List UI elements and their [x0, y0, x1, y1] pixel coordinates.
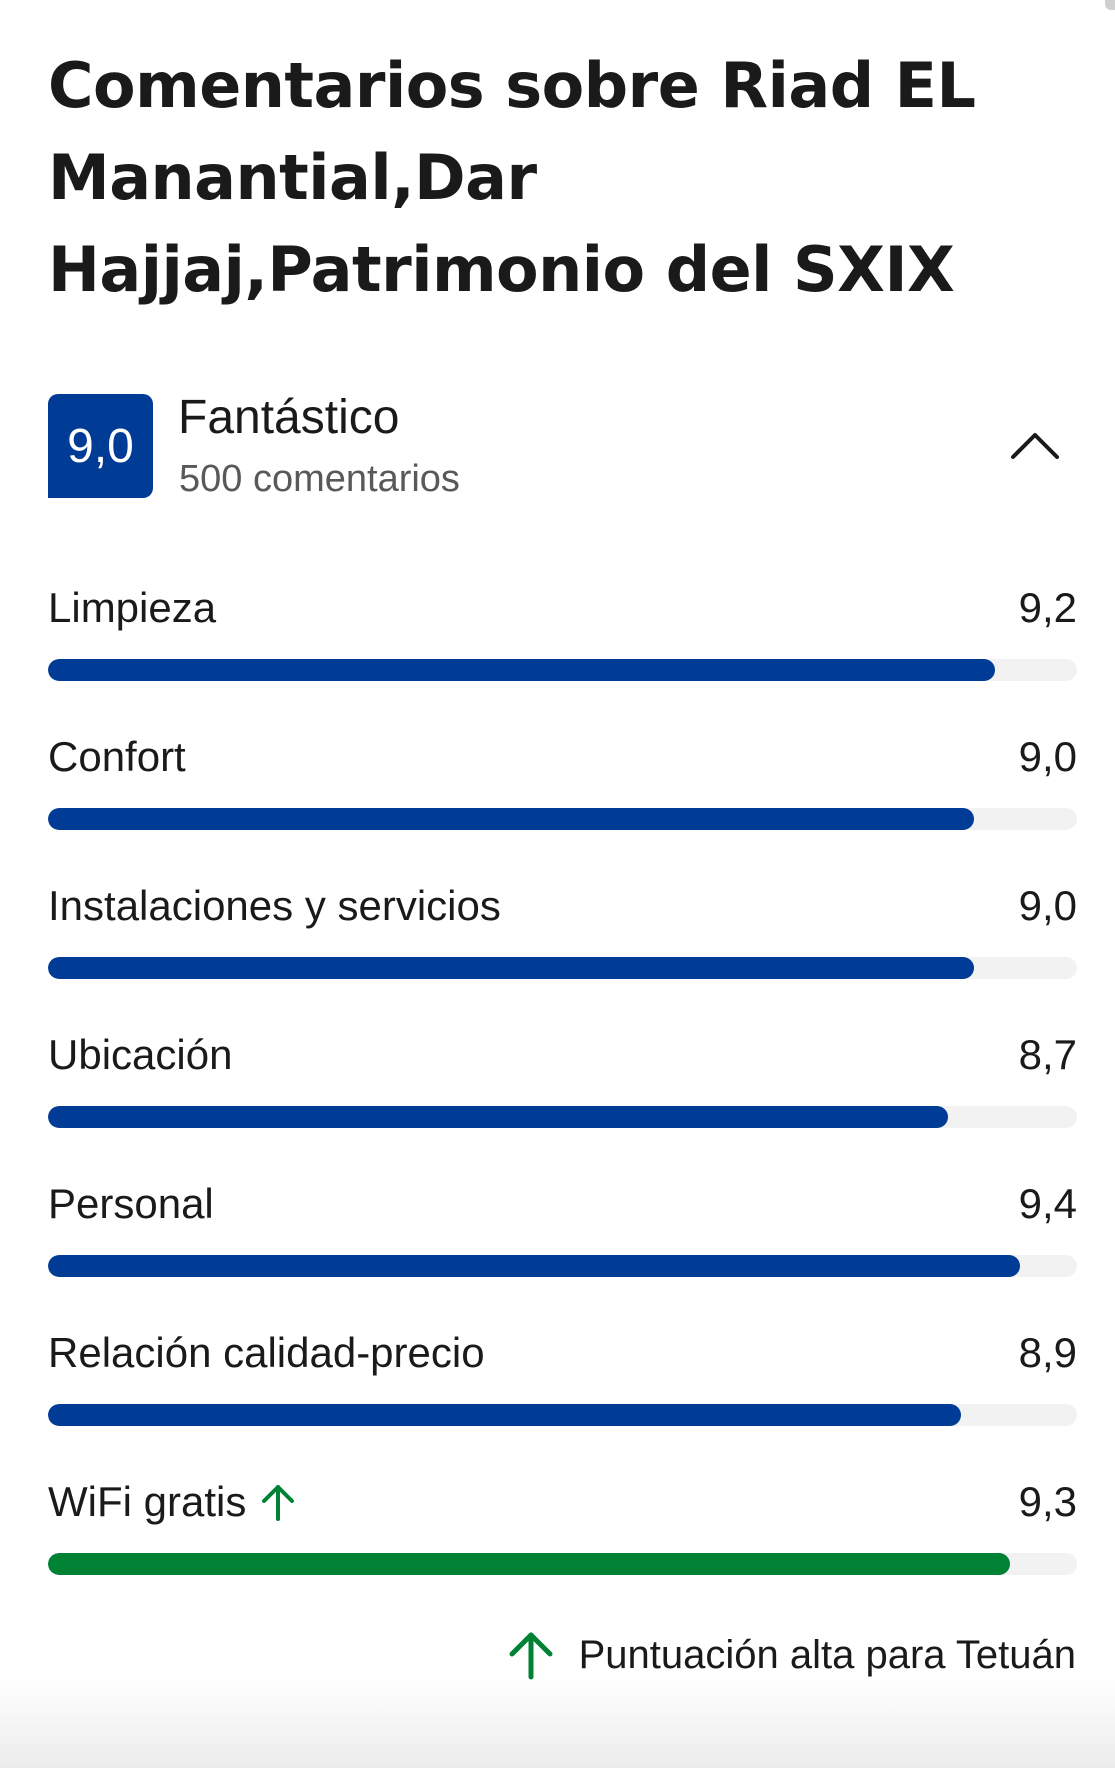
category-label: Limpieza	[48, 584, 217, 631]
scroll-indicator	[1105, 0, 1115, 10]
score-bar-fill	[48, 1553, 1011, 1575]
score-bar-fill	[48, 957, 975, 979]
category-row: Confort 9,0	[48, 732, 1077, 881]
high-score-note-text: Puntuación alta para Tetuán	[578, 1632, 1076, 1677]
collapse-button[interactable]	[1004, 420, 1066, 470]
category-label: WiFi gratis	[48, 1477, 296, 1527]
score-bar-fill	[48, 1404, 961, 1426]
category-row: Instalaciones y servicios 9,0	[48, 881, 1077, 1030]
category-label: Instalaciones y servicios	[48, 882, 501, 929]
score-bar-track	[48, 957, 1077, 979]
score-bar-track	[48, 1553, 1077, 1575]
category-label: Relación calidad-precio	[48, 1329, 485, 1376]
category-label: Ubicación	[48, 1031, 233, 1078]
category-row: WiFi gratis 9,3	[48, 1477, 1077, 1626]
category-score: 8,7	[1018, 1031, 1077, 1078]
category-score: 9,3	[1018, 1478, 1077, 1525]
category-scores-list: Limpieza 9,2 Confort 9,0 Instalaciones y…	[48, 583, 1077, 1626]
category-row: Limpieza 9,2	[48, 583, 1077, 732]
score-bar-fill	[48, 1255, 1021, 1277]
category-row: Personal 9,4	[48, 1179, 1077, 1328]
category-score: 8,9	[1018, 1329, 1077, 1376]
category-score: 9,4	[1018, 1180, 1077, 1227]
score-bar-fill	[48, 659, 995, 681]
category-label: Confort	[48, 733, 186, 780]
page-title: Comentarios sobre Riad EL Manantial,Dar …	[48, 49, 976, 306]
chevron-up-icon	[1011, 433, 1059, 459]
high-score-note: Puntuación alta para Tetuán	[507, 1630, 1076, 1680]
score-bar-fill	[48, 808, 975, 830]
score-badge: 9,0	[48, 394, 153, 498]
score-bar-fill	[48, 1106, 949, 1128]
review-count: 500 comentarios	[179, 458, 460, 500]
arrow-up-icon	[507, 1630, 555, 1680]
category-score: 9,2	[1018, 584, 1077, 631]
arrow-up-icon	[260, 1482, 296, 1522]
bottom-fade	[0, 1678, 1115, 1768]
overall-score-section: 9,0 Fantástico 500 comentarios	[48, 391, 1066, 500]
score-bar-track	[48, 1106, 1077, 1128]
category-row: Ubicación 8,7	[48, 1030, 1077, 1179]
score-label: Fantástico	[178, 391, 400, 444]
category-score: 9,0	[1018, 882, 1077, 929]
category-score: 9,0	[1018, 733, 1077, 780]
score-bar-track	[48, 1404, 1077, 1426]
score-bar-track	[48, 659, 1077, 681]
score-bar-track	[48, 808, 1077, 830]
category-label: Personal	[48, 1180, 214, 1227]
category-row: Relación calidad-precio 8,9	[48, 1328, 1077, 1477]
score-bar-track	[48, 1255, 1077, 1277]
